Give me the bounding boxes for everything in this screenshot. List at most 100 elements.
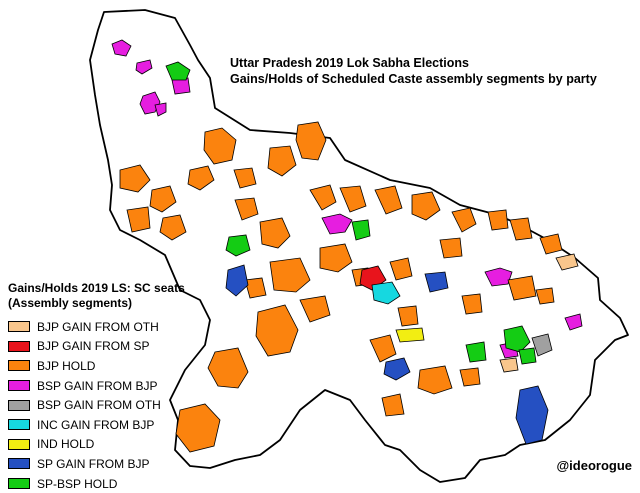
segments-bsp-gain-from-bjp	[111, 39, 583, 359]
segment-bjphold-4	[119, 164, 151, 193]
segment-bjphold-1	[295, 121, 327, 161]
segment-ind-1	[395, 327, 425, 343]
segment-bsp-1	[111, 39, 132, 57]
segment-bjphold-31	[535, 287, 555, 305]
segment-bjphold-27	[397, 305, 419, 327]
segment-bjphold-7	[126, 206, 151, 233]
segment-spbsp-3	[351, 219, 371, 241]
title-line-1: Uttar Pradesh 2019 Lok Sabha Elections	[230, 56, 469, 70]
legend-swatch	[8, 399, 30, 411]
legend-item-bjp-gain-from-oth: BJP GAIN FROM OTH	[8, 317, 185, 337]
legend-label: SP GAIN FROM BJP	[37, 456, 150, 471]
legend-swatch	[8, 380, 30, 392]
legend-item-bsp-gain-from-bjp: BSP GAIN FROM BJP	[8, 376, 185, 396]
segment-bsp-3	[139, 91, 161, 115]
legend-heading: Gains/Holds 2019 LS: SC seats (Assembly …	[8, 281, 185, 311]
segment-bjphold-22	[299, 295, 331, 323]
legend-label: INC GAIN FROM BJP	[37, 417, 155, 432]
segment-sp-3	[383, 357, 411, 381]
segment-bjphold-30	[507, 275, 537, 301]
segment-bjphold-11	[244, 277, 267, 299]
segments-sp-bsp-hold	[165, 61, 537, 365]
segment-bsp-4	[154, 102, 167, 117]
legend-swatch	[8, 321, 30, 333]
segment-bjphold-18	[487, 209, 509, 231]
segment-sp-4	[515, 385, 549, 445]
legend: Gains/Holds 2019 LS: SC seats (Assembly …	[8, 281, 185, 493]
segments-bjp-gain-from-oth	[499, 253, 579, 373]
segment-bjphold-5	[149, 185, 177, 213]
segment-bjphold-24	[207, 347, 249, 389]
title-line-2: Gains/Holds of Scheduled Caste assembly …	[230, 72, 597, 86]
segment-bjpoth-2	[499, 357, 519, 373]
legend-label: BSP GAIN FROM BJP	[37, 378, 158, 393]
segment-bjphold-23	[255, 304, 299, 357]
legend-label: IND HOLD	[37, 437, 95, 452]
segments-bjp-hold	[119, 121, 563, 453]
segment-bsp-8	[564, 313, 583, 331]
segment-bjphold-28	[417, 365, 453, 395]
segment-bjphold-36	[233, 167, 257, 189]
segment-spbsp-5	[503, 325, 531, 353]
legend-item-bsp-gain-from-oth: BSP GAIN FROM OTH	[8, 395, 185, 415]
segment-bjphold-19	[509, 217, 533, 241]
segment-bjphold-16	[411, 191, 441, 221]
segment-bjphold-17	[451, 207, 477, 233]
segment-bjphold-21	[319, 243, 353, 273]
segment-sp-1	[225, 264, 249, 297]
legend-item-sp-bsp-hold: SP-BSP HOLD	[8, 474, 185, 493]
segment-bjpoth-1	[555, 253, 579, 271]
legend-item-bjp-hold: BJP HOLD	[8, 356, 185, 376]
segment-bjphold-2	[203, 127, 237, 165]
legend-swatch	[8, 419, 30, 431]
segment-bjphold-3	[267, 145, 297, 177]
segment-bjphold-10	[259, 217, 291, 249]
legend-item-bjp-gain-from-sp: BJP GAIN FROM SP	[8, 337, 185, 357]
segment-bjphold-13	[309, 184, 337, 211]
segment-bjphold-33	[439, 237, 463, 259]
segment-bjphold-6	[187, 165, 215, 191]
legend-swatch	[8, 458, 30, 470]
legend-item-ind-hold: IND HOLD	[8, 435, 185, 455]
segment-inc-1	[371, 281, 401, 305]
segment-spbsp-6	[518, 347, 537, 365]
segments-inc-gain-from-bjp	[371, 281, 401, 305]
legend-swatch	[8, 478, 30, 490]
legend-label: BJP GAIN FROM OTH	[37, 319, 159, 334]
legend-label: SP-BSP HOLD	[37, 476, 118, 491]
segment-bsp-6	[321, 213, 353, 235]
legend-label: BSP GAIN FROM OTH	[37, 398, 161, 413]
segment-bjphold-29	[461, 293, 483, 315]
segment-spbsp-2	[225, 234, 251, 257]
legend-heading-line-1: Gains/Holds 2019 LS: SC seats	[8, 281, 185, 295]
segment-bjphold-14	[339, 185, 367, 213]
segment-bjphold-12	[269, 257, 311, 293]
segment-bjphold-26	[369, 334, 397, 363]
credit-handle: @ideorogue	[556, 458, 632, 473]
segment-spbsp-4	[465, 341, 487, 363]
map-title: Uttar Pradesh 2019 Lok Sabha Elections G…	[230, 55, 597, 87]
segment-bjphold-25	[175, 403, 221, 453]
segment-bjphold-15	[374, 185, 403, 215]
segments-ind-hold	[395, 327, 425, 343]
segments-sp-gain-from-bjp	[225, 264, 549, 445]
segment-bjphold-9	[234, 197, 259, 221]
legend-swatch	[8, 438, 30, 450]
legend-swatch	[8, 340, 30, 352]
segment-bjphold-37	[381, 393, 405, 417]
legend-item-inc-gain-from-bjp: INC GAIN FROM BJP	[8, 415, 185, 435]
segment-spbsp-1	[165, 61, 191, 81]
legend-label: BJP HOLD	[37, 358, 96, 373]
legend-label: BJP GAIN FROM SP	[37, 339, 150, 354]
segment-sp-2	[424, 271, 449, 293]
legend-swatch	[8, 360, 30, 372]
segment-bsp-7	[484, 267, 513, 287]
segment-bjphold-8	[159, 214, 187, 241]
segment-bsp-2	[135, 59, 153, 75]
segment-bjphold-20	[539, 233, 563, 255]
segment-bjphold-32	[459, 367, 481, 387]
segment-bjphold-34	[389, 257, 413, 281]
legend-item-sp-gain-from-bjp: SP GAIN FROM BJP	[8, 454, 185, 474]
segments-bsp-gain-from-oth	[531, 333, 553, 357]
